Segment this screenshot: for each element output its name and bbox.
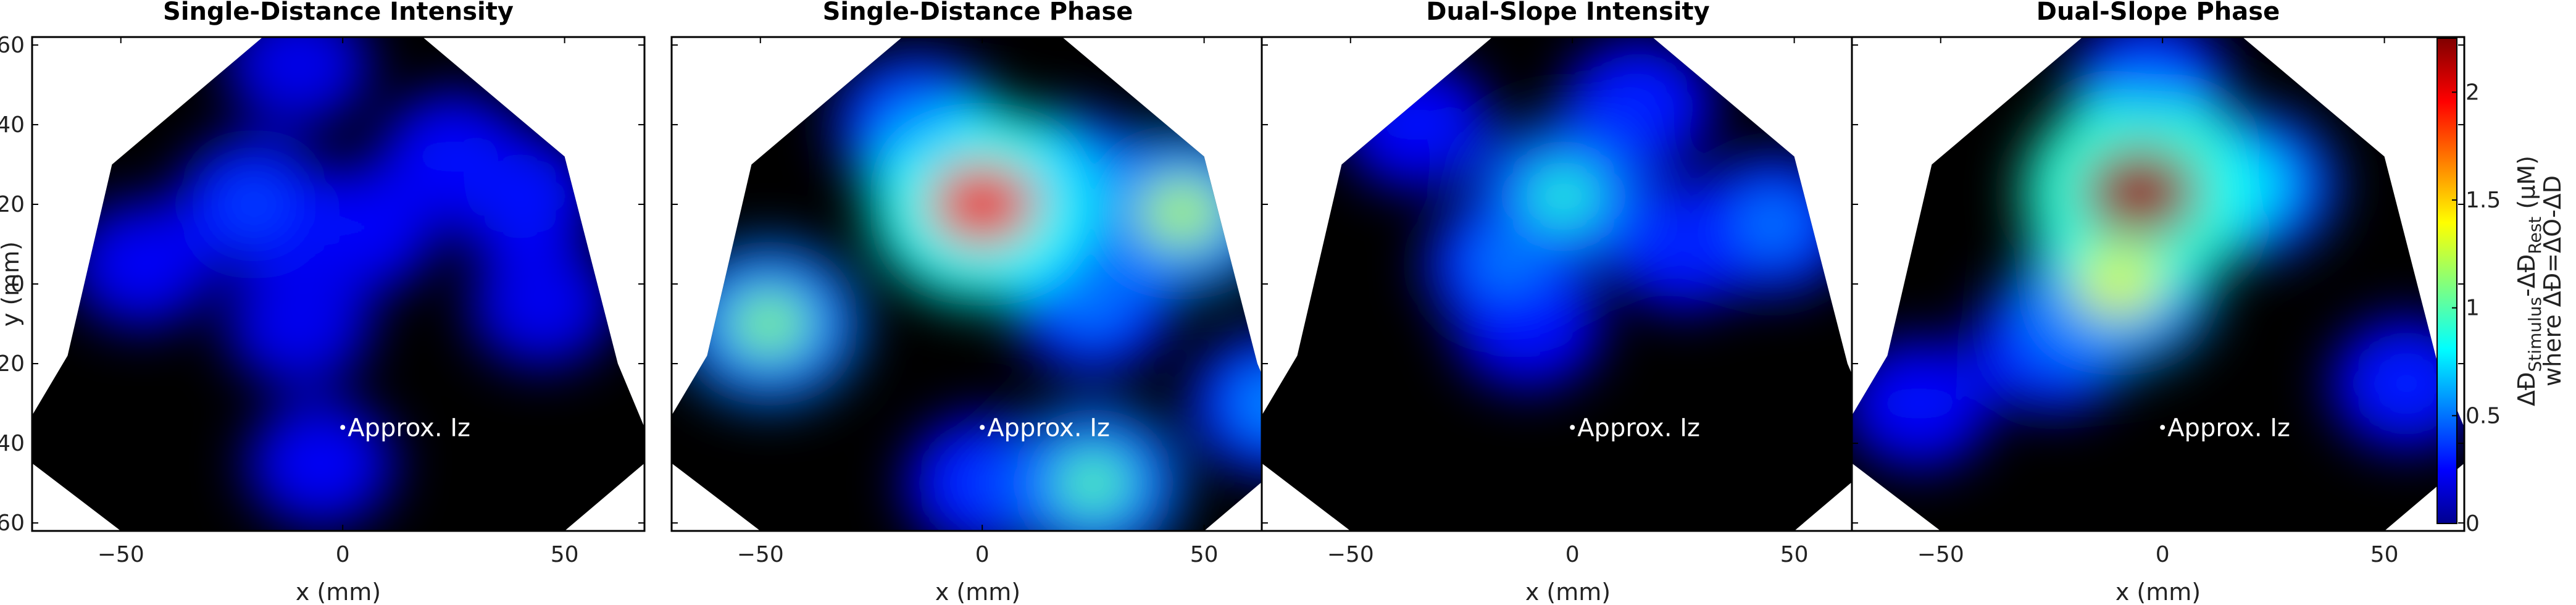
x-tick-label: −50 (1327, 542, 1374, 567)
x-tick-label: 50 (551, 542, 579, 567)
colorbar-label-part: -ΔĐ (2513, 254, 2540, 297)
heat-blob (1054, 453, 1132, 514)
panel-title: Dual-Slope Intensity (1426, 0, 1709, 26)
heat-blob (1500, 302, 1556, 345)
iz-marker (1570, 425, 1575, 430)
colorbar-label-part: (μM) (2513, 156, 2540, 217)
heat-blob (272, 45, 325, 85)
heat-blob (2074, 250, 2162, 318)
x-axis-label: x (mm) (1525, 578, 1611, 605)
colorbar-tick-label: 1.5 (2466, 188, 2501, 213)
panels-group: Single-Distance Intensity −50 0 50 −60 −40 −20… (0, 0, 2466, 605)
heat-blob (1140, 180, 1224, 245)
heat-blob (1611, 83, 1667, 127)
colorbar-label-part: Rest (2525, 217, 2545, 254)
heat-blob (927, 162, 1038, 247)
iz-marker (980, 425, 985, 430)
y-axis-label: y (mm) (0, 241, 24, 327)
heat-blob (272, 304, 325, 344)
x-tick-label: 50 (2370, 542, 2399, 567)
colorbar-tick-label: 0 (2466, 511, 2480, 536)
heat-blob (2215, 157, 2287, 212)
panel-1: Single-Distance Intensity −50 0 50 −60 −40 −20… (0, 0, 646, 605)
x-tick-label: −50 (737, 542, 784, 567)
heat-blob (116, 243, 170, 285)
heat-blob (2020, 320, 2083, 368)
heat-blob (516, 283, 569, 324)
heat-blob (224, 182, 283, 227)
heat-blob (1036, 157, 1106, 212)
colorbar-tick-label: 2 (2466, 80, 2480, 105)
colorbar-label: ΔĐStimulus-ΔĐRest (μM)where ΔĐ=ΔO-ΔD (2513, 156, 2566, 406)
heat-layer (70, 37, 615, 527)
colorbar-gradient (2436, 38, 2457, 524)
colorbar-label-line2: where ΔĐ=ΔO-ΔD (2539, 175, 2566, 386)
heat-blob (2118, 61, 2180, 109)
panel-4: Dual-Slope Phase −50 0 50 x (mm) Approx. Iz (1851, 0, 2466, 605)
heat-blob (1891, 382, 1946, 425)
iz-annotation: Approx. Iz (2167, 414, 2290, 442)
heat-blob (1655, 222, 1712, 266)
panel-title: Single-Distance Phase (823, 0, 1133, 26)
heat-blob (492, 175, 548, 218)
heat-layer (677, 54, 1284, 531)
panel-title: Dual-Slope Phase (2036, 0, 2280, 26)
y-tick-label: −60 (0, 511, 25, 536)
iz-annotation: Approx. Iz (1577, 414, 1700, 442)
x-axis-label: x (mm) (2115, 578, 2201, 605)
heat-blob (953, 461, 1012, 506)
heat-blob (426, 135, 481, 178)
heat-blob (2378, 362, 2435, 406)
heat-blob (728, 293, 810, 356)
x-tick-label: 0 (336, 542, 350, 567)
x-axis-label: x (mm) (935, 578, 1020, 605)
heat-layer (1343, 39, 1853, 389)
colorbar-label-line1: ΔĐStimulus-ΔĐRest (μM) (2513, 156, 2545, 406)
colorbar-tick-label: 0.5 (2466, 403, 2501, 428)
iz-marker (340, 425, 346, 430)
iz-annotation: Approx. Iz (987, 414, 1110, 442)
x-tick-label: 0 (1565, 542, 1580, 567)
panel-title: Single-Distance Intensity (163, 0, 514, 26)
y-tick-label: 0 (10, 272, 25, 297)
colorbar-label-part: Stimulus (2525, 297, 2545, 372)
heat-blob (1740, 199, 1804, 249)
heat-blob (883, 99, 948, 150)
heat-blob (1061, 280, 1125, 328)
y-tick-label: −20 (0, 351, 25, 377)
heat-blob (1526, 167, 1601, 225)
x-axis-label: x (mm) (296, 578, 381, 605)
colorbar: 0 0.5 1 1.5 2 ΔĐStimulus-ΔĐRest (μM)where ΔĐ=… (2436, 38, 2566, 536)
panel-3: Dual-Slope Intensity −50 0 50 x (mm) Approx. … (1261, 0, 1875, 605)
x-tick-label: −50 (1917, 542, 1964, 567)
y-tick-label: 60 (0, 33, 25, 58)
colorbar-tick-label: 1 (2466, 296, 2480, 321)
heat-blob (1474, 240, 1538, 288)
y-tick-label: 40 (0, 112, 25, 138)
heat-blob (2082, 147, 2199, 238)
x-tick-label: 0 (2156, 542, 2170, 567)
iz-annotation: Approx. Iz (348, 414, 470, 442)
y-tick-label: 20 (0, 192, 25, 217)
colorbar-label-part: ΔĐ (2513, 372, 2540, 406)
iz-marker (2160, 425, 2165, 430)
x-tick-label: 50 (1190, 542, 1219, 567)
heat-blob (294, 443, 348, 484)
x-tick-label: 0 (975, 542, 990, 567)
heat-blob (338, 207, 392, 249)
heat-blob (1390, 103, 1444, 146)
y-tick-label: −40 (0, 431, 25, 456)
panel-2: Single-Distance Phase −50 0 50 x (mm) Approx.… (670, 0, 1285, 605)
x-tick-label: 50 (1780, 542, 1809, 567)
x-tick-label: −50 (98, 542, 144, 567)
